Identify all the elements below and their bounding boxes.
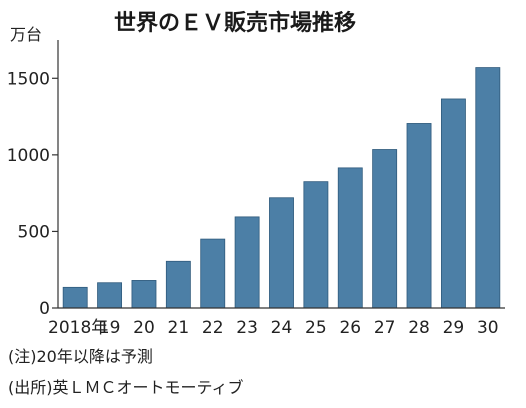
bar-0 xyxy=(62,286,88,309)
y-axis-unit-label: 万台 xyxy=(10,25,42,44)
bars xyxy=(62,67,501,309)
x-tick-label-3: 21 xyxy=(168,318,190,338)
x-tick-label-5: 23 xyxy=(236,318,258,338)
bar-10 xyxy=(406,123,432,309)
axes xyxy=(57,40,505,309)
y-tick-label-2: 1000 xyxy=(7,146,50,166)
x-tick-label-2: 20 xyxy=(133,318,155,338)
bar-7 xyxy=(303,181,329,309)
x-tick-label-9: 27 xyxy=(374,318,396,338)
bar-4 xyxy=(200,238,226,309)
bar-9 xyxy=(372,149,398,309)
chart-title: 世界のＥＶ販売市場推移 xyxy=(114,10,356,36)
x-tick-label-1: 19 xyxy=(99,318,121,338)
source-note: (出所)英ＬＭＣオートモーティブ xyxy=(8,378,244,397)
bar-12 xyxy=(475,67,501,309)
x-tick-label-0: 2018年 xyxy=(48,318,108,338)
bar-1 xyxy=(97,282,123,309)
x-tick-label-11: 29 xyxy=(443,318,465,338)
bar-2 xyxy=(131,280,157,309)
bar-3 xyxy=(165,260,191,309)
y-tick-label-3: 1500 xyxy=(7,69,50,89)
y-axis-ticks: 0 500 1000 1500 xyxy=(7,69,58,319)
bar-8 xyxy=(337,167,363,309)
x-tick-label-8: 26 xyxy=(339,318,361,338)
x-tick-label-7: 25 xyxy=(305,318,327,338)
bar-5 xyxy=(234,216,260,309)
x-tick-label-4: 22 xyxy=(202,318,224,338)
x-tick-label-10: 28 xyxy=(408,318,430,338)
y-tick-label-1: 500 xyxy=(18,222,50,242)
y-tick-label-0: 0 xyxy=(39,299,50,319)
bar-11 xyxy=(440,98,466,309)
forecast-note: (注)20年以降は予測 xyxy=(8,347,153,366)
x-tick-label-6: 24 xyxy=(271,318,293,338)
x-tick-label-12: 30 xyxy=(477,318,499,338)
bar-6 xyxy=(269,197,294,309)
